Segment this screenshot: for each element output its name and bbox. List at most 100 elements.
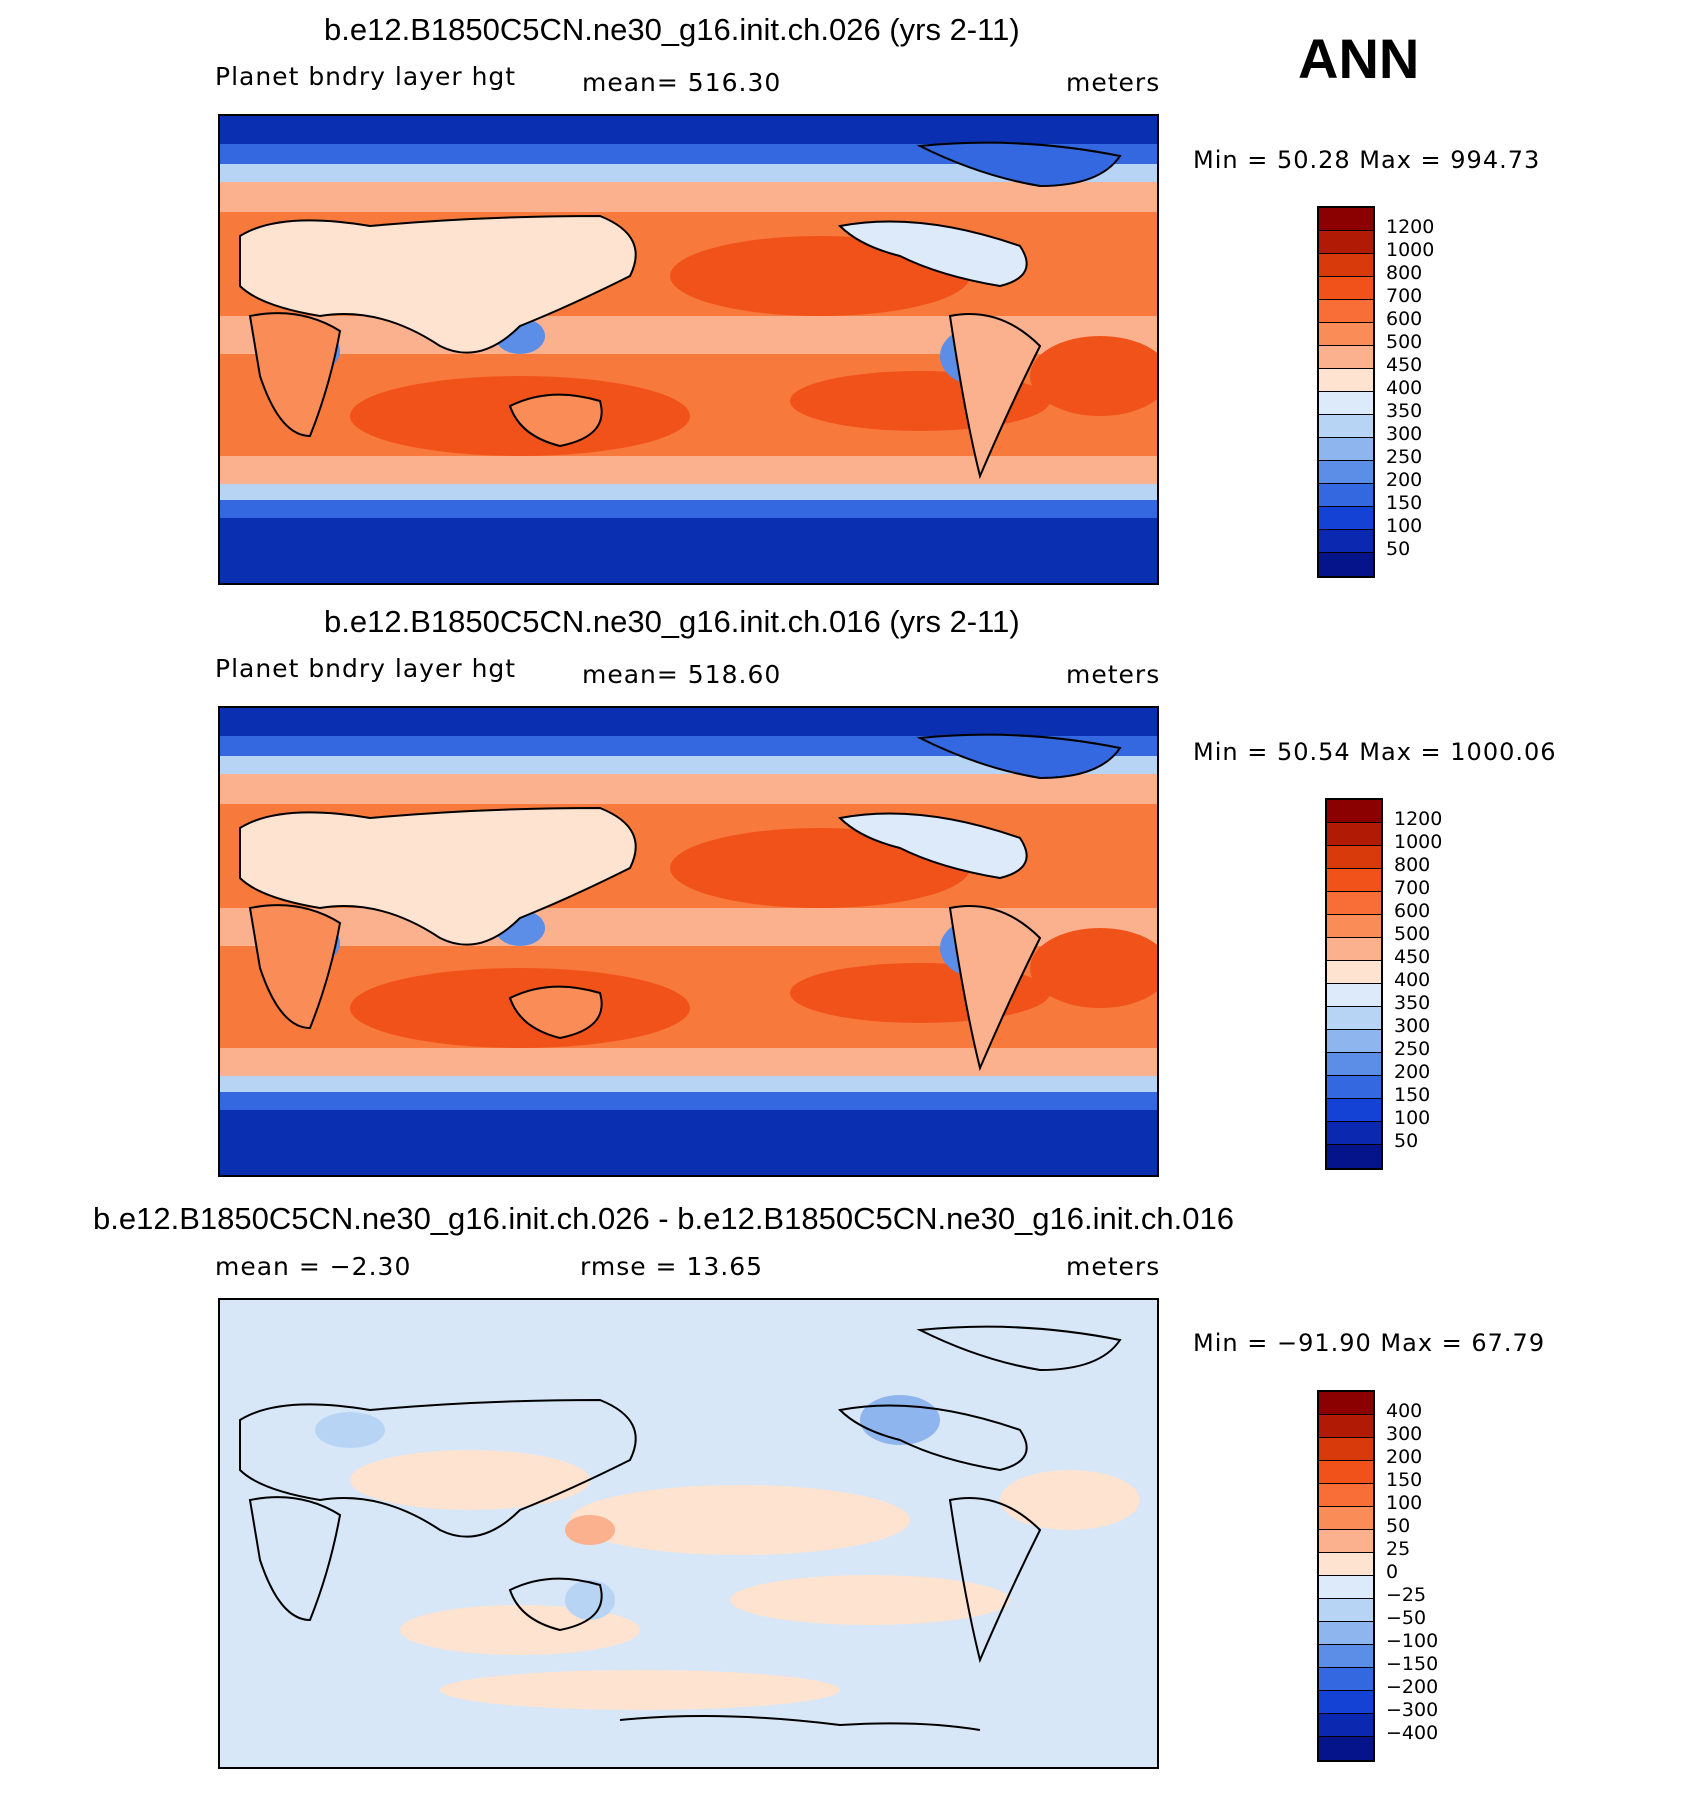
panel2-variable-label: Planet bndry layer hgt — [215, 654, 517, 683]
panel2-colorbar-label: 600 — [1394, 900, 1431, 922]
panel2-colorbar-label: 250 — [1394, 1038, 1431, 1060]
panel3-rmse-label: rmse = 13.65 — [580, 1252, 764, 1281]
panel3-colorbar-label: 25 — [1386, 1538, 1411, 1560]
panel3-map-field — [220, 1300, 1157, 1767]
panel1-colorbar-swatch — [1319, 231, 1373, 254]
panel1-colorbar-label: 350 — [1386, 400, 1423, 422]
panel3-colorbar-swatch — [1319, 1576, 1373, 1599]
panel3-colorbar-swatch — [1319, 1553, 1373, 1576]
panel1-colorbar-label: 200 — [1386, 469, 1423, 491]
panel1-colorbar-label: 150 — [1386, 492, 1423, 514]
panel2-map — [218, 706, 1159, 1177]
panel2-colorbar-swatch — [1327, 1053, 1381, 1076]
panel2-colorbar — [1325, 798, 1383, 1170]
panel3-colorbar-swatch — [1319, 1461, 1373, 1484]
panel2-colorbar-label: 800 — [1394, 854, 1431, 876]
panel1-colorbar — [1317, 206, 1375, 578]
panel1-colorbar-swatch — [1319, 277, 1373, 300]
panel3-colorbar-label: 400 — [1386, 1400, 1423, 1422]
panel1-minmax: Min = 50.28 Max = 994.73 — [1193, 146, 1541, 174]
panel1-colorbar-label: 1200 — [1386, 216, 1435, 238]
panel3-minmax: Min = −91.90 Max = 67.79 — [1193, 1329, 1546, 1357]
panel3-colorbar-label: −100 — [1386, 1630, 1439, 1652]
panel2-colorbar-swatch — [1327, 1030, 1381, 1053]
panel1-colorbar-label: 700 — [1386, 285, 1423, 307]
panel2-colorbar-label: 700 — [1394, 877, 1431, 899]
panel1-colorbar-label: 300 — [1386, 423, 1423, 445]
panel2-colorbar-swatch — [1327, 938, 1381, 961]
panel2-minmax: Min = 50.54 Max = 1000.06 — [1193, 738, 1557, 766]
panel3-colorbar-swatch — [1319, 1507, 1373, 1530]
panel3-units-label: meters — [1066, 1252, 1161, 1281]
panel3-colorbar-swatch — [1319, 1415, 1373, 1438]
panel1-colorbar-swatch — [1319, 461, 1373, 484]
panel1-colorbar-swatch — [1319, 300, 1373, 323]
panel1-colorbar-swatch — [1319, 553, 1373, 576]
panel2-colorbar-label: 400 — [1394, 969, 1431, 991]
panel3-colorbar-label: 200 — [1386, 1446, 1423, 1468]
panel1-units-label: meters — [1066, 68, 1161, 97]
panel3-colorbar-label: 150 — [1386, 1469, 1423, 1491]
panel3-colorbar-swatch — [1319, 1714, 1373, 1737]
panel3-title: b.e12.B1850C5CN.ne30_g16.init.ch.026 - b… — [93, 1201, 1234, 1236]
panel1-colorbar-label: 800 — [1386, 262, 1423, 284]
panel3-colorbar-label: −200 — [1386, 1676, 1439, 1698]
panel1-colorbar-swatch — [1319, 254, 1373, 277]
panel2-map-field — [220, 708, 1157, 1175]
panel3-colorbar-label: 300 — [1386, 1423, 1423, 1445]
panel3-colorbar-label: 50 — [1386, 1515, 1411, 1537]
panel3-colorbar-label: 0 — [1386, 1561, 1399, 1583]
panel2-colorbar-label: 150 — [1394, 1084, 1431, 1106]
panel2-colorbar-label: 1000 — [1394, 831, 1443, 853]
panel1-colorbar-label: 50 — [1386, 538, 1411, 560]
panel3-mean-label: mean = −2.30 — [215, 1252, 412, 1281]
panel3-colorbar-swatch — [1319, 1392, 1373, 1415]
panel3-colorbar-swatch — [1319, 1599, 1373, 1622]
panel3-colorbar — [1317, 1390, 1375, 1762]
panel2-colorbar-swatch — [1327, 823, 1381, 846]
panel3-colorbar-label: −25 — [1386, 1584, 1427, 1606]
panel2-colorbar-swatch — [1327, 1076, 1381, 1099]
panel2-colorbar-swatch — [1327, 1099, 1381, 1122]
panel2-colorbar-label: 450 — [1394, 946, 1431, 968]
panel3-colorbar-swatch — [1319, 1484, 1373, 1507]
panel1-colorbar-label: 600 — [1386, 308, 1423, 330]
panel2-colorbar-swatch — [1327, 869, 1381, 892]
panel3-colorbar-swatch — [1319, 1622, 1373, 1645]
panel3-colorbar-label: −400 — [1386, 1722, 1439, 1744]
panel1-colorbar-swatch — [1319, 208, 1373, 231]
panel1-colorbar-label: 100 — [1386, 515, 1423, 537]
panel1-variable-label: Planet bndry layer hgt — [215, 62, 517, 91]
panel3-colorbar-label: −50 — [1386, 1607, 1427, 1629]
panel1-colorbar-swatch — [1319, 507, 1373, 530]
panel2-colorbar-swatch — [1327, 800, 1381, 823]
panel2-mean-label: mean= 518.60 — [582, 660, 782, 689]
season-label: ANN — [1298, 27, 1420, 90]
panel2-colorbar-label: 50 — [1394, 1130, 1419, 1152]
panel3-map — [218, 1298, 1159, 1769]
panel1-colorbar-swatch — [1319, 415, 1373, 438]
panel2-colorbar-label: 500 — [1394, 923, 1431, 945]
panel2-colorbar-swatch — [1327, 1122, 1381, 1145]
panel1-colorbar-swatch — [1319, 484, 1373, 507]
panel2-colorbar-swatch — [1327, 1007, 1381, 1030]
panel3-colorbar-swatch — [1319, 1645, 1373, 1668]
panel2-colorbar-label: 1200 — [1394, 808, 1443, 830]
panel2-colorbar-label: 300 — [1394, 1015, 1431, 1037]
panel2-colorbar-swatch — [1327, 1145, 1381, 1168]
panel3-colorbar-label: −150 — [1386, 1653, 1439, 1675]
panel2-colorbar-swatch — [1327, 961, 1381, 984]
panel1-colorbar-swatch — [1319, 346, 1373, 369]
panel2-colorbar-label: 200 — [1394, 1061, 1431, 1083]
panel3-colorbar-label: 100 — [1386, 1492, 1423, 1514]
panel1-colorbar-label: 500 — [1386, 331, 1423, 353]
panel1-colorbar-swatch — [1319, 369, 1373, 392]
panel2-colorbar-label: 350 — [1394, 992, 1431, 1014]
panel1-colorbar-label: 400 — [1386, 377, 1423, 399]
panel2-colorbar-label: 100 — [1394, 1107, 1431, 1129]
panel1-colorbar-swatch — [1319, 438, 1373, 461]
panel1-colorbar-swatch — [1319, 392, 1373, 415]
panel1-mean-label: mean= 516.30 — [582, 68, 782, 97]
panel3-colorbar-label: −300 — [1386, 1699, 1439, 1721]
panel1-colorbar-label: 450 — [1386, 354, 1423, 376]
